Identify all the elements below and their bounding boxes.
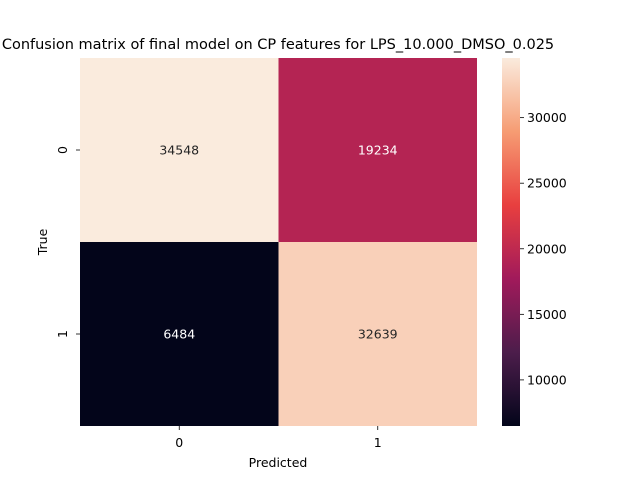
- colorbar-tick-label-3: 25000: [527, 176, 567, 191]
- cell-label-0-1: 19234: [358, 143, 398, 158]
- colorbar: 10000 15000 20000 25000 30000: [502, 58, 567, 426]
- heatmap-cells: 34548 19234 6484 32639: [80, 58, 477, 426]
- x-tick-label-1: 1: [374, 435, 382, 450]
- colorbar-tick-label-1: 15000: [527, 307, 567, 322]
- cell-label-1-0: 6484: [163, 327, 195, 342]
- colorbar-tick-label-2: 20000: [527, 241, 567, 256]
- x-axis-label: Predicted: [249, 455, 308, 470]
- chart-title: Confusion matrix of final model on CP fe…: [2, 37, 554, 53]
- cell-label-0-0: 34548: [159, 143, 199, 158]
- colorbar-gradient: [502, 58, 520, 426]
- y-axis-label: True: [35, 228, 50, 256]
- y-tick-label-0: 0: [55, 146, 70, 154]
- y-axis: 01: [55, 146, 80, 338]
- y-tick-label-1: 1: [55, 330, 70, 338]
- cell-0-0: [80, 58, 279, 242]
- x-tick-label-0: 0: [175, 435, 183, 450]
- cell-1-0: [80, 242, 279, 426]
- cell-1-1: [278, 242, 477, 426]
- cell-label-1-1: 32639: [358, 327, 398, 342]
- colorbar-tick-label-0: 10000: [527, 372, 567, 387]
- colorbar-tick-label-4: 30000: [527, 110, 567, 125]
- cell-0-1: [278, 58, 477, 242]
